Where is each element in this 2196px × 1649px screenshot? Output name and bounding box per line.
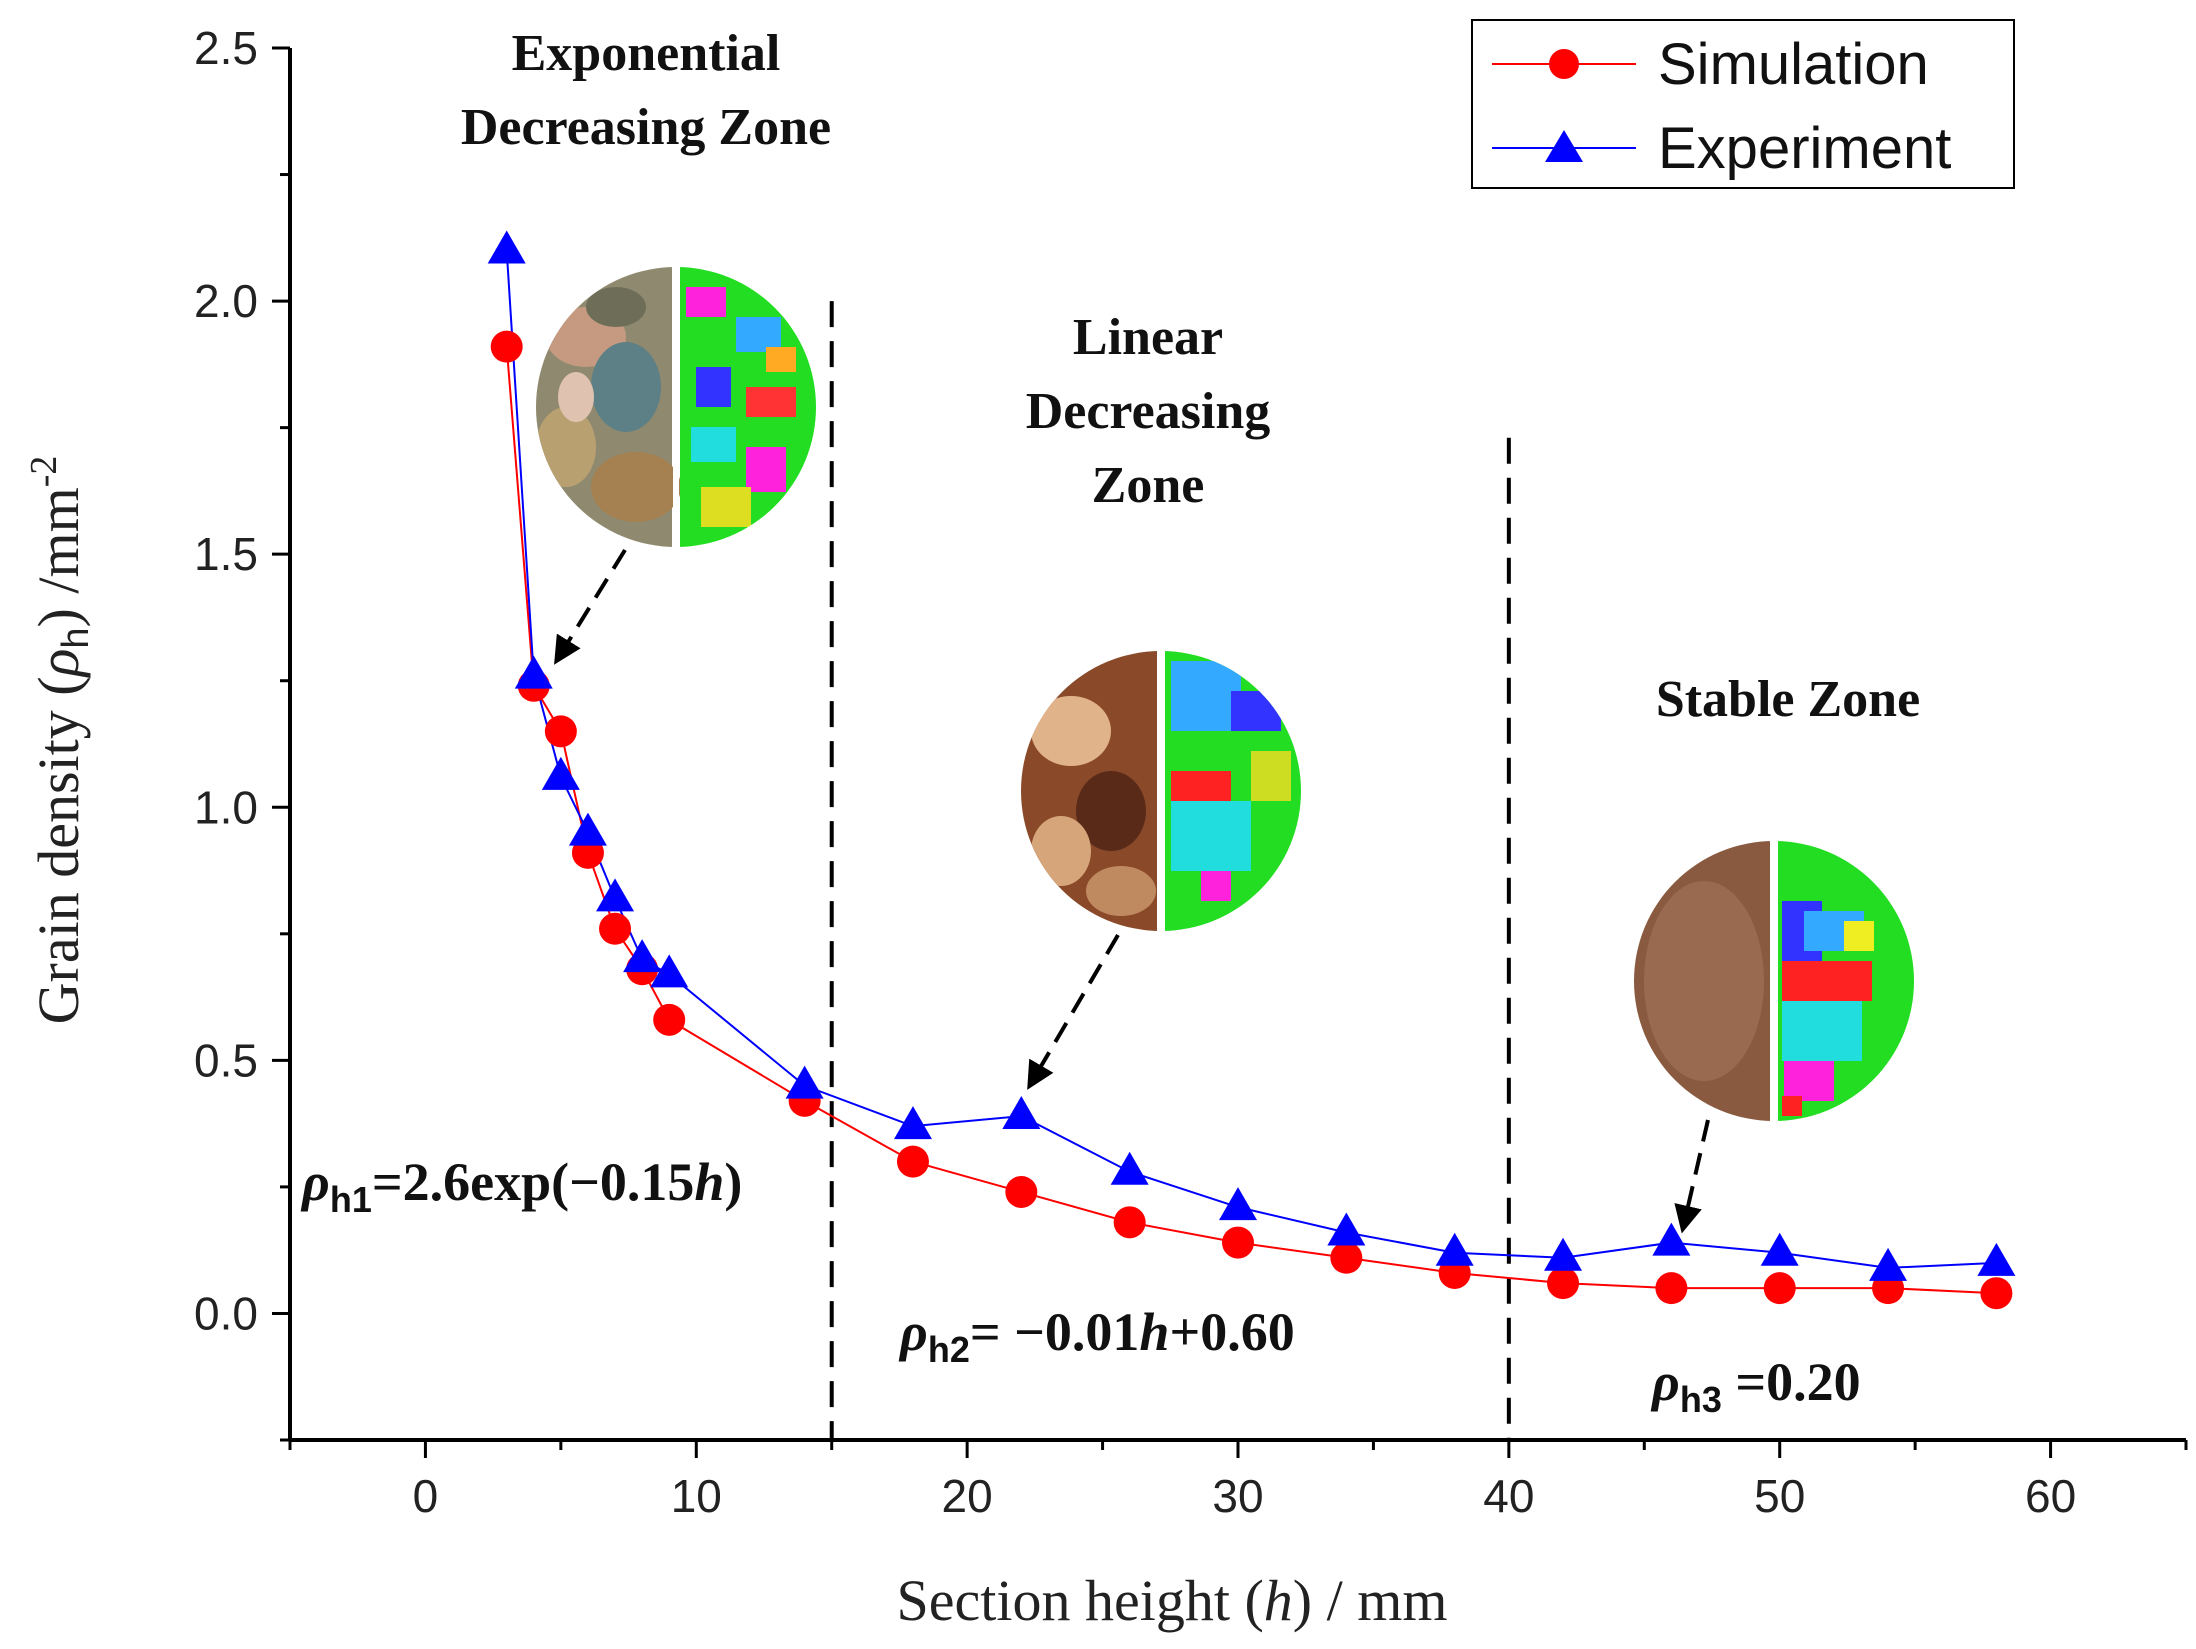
data-point-simulation [490,330,523,363]
zone1-label-line1: Exponential [512,25,781,82]
data-point-simulation [896,1145,929,1178]
y-title-sup: -2 [23,456,65,488]
data-point-simulation [1763,1272,1796,1305]
legend-marker-simulation [1549,49,1579,79]
x-tick-label: 60 [2025,1470,2076,1522]
x-tick-label: 20 [942,1470,993,1522]
data-point-experiment [1435,1232,1474,1266]
eq2-text: = −0.01 [970,1302,1140,1362]
x-axis-ticks: 0 10 20 30 40 50 60 [288,1440,2188,1522]
data-point-simulation [1005,1175,1038,1208]
y-tick-label: 0.0 [194,1287,258,1339]
zone2-label-line3: Zone [1092,457,1205,514]
x-title-var: h [1264,1568,1293,1633]
data-point-experiment [1760,1232,1799,1266]
y-title-pre: Grain density ( [26,676,91,1024]
data-point-experiment [514,655,553,689]
arrow-inset-2 [1027,933,1120,1090]
legend-marker-experiment [1545,130,1583,162]
data-point-experiment [541,756,580,790]
zone1-label-line2: Decreasing Zone [461,99,831,156]
eq3-sub: h3 [1680,1379,1722,1420]
arrow-inset-1 [554,548,627,665]
micrograph-inset-linear [1021,651,1301,931]
axes: 0.0 0.5 1.0 1.5 2.0 2.5 0 10 20 30 40 50 60 [194,22,2188,1522]
y-title-mid: ) /mm [26,487,91,627]
x-title-pre: Section height ( [897,1568,1264,1633]
y-axis-ticks: 0.0 0.5 1.0 1.5 2.0 2.5 [194,22,290,1442]
data-point-experiment [1544,1237,1583,1271]
eq3-symbol: ρ [1650,1352,1680,1412]
data-point-experiment [785,1065,824,1099]
equation-zone2: ρh2= −0.01h+0.60 [898,1302,1295,1370]
y-tick-label: 2.5 [194,22,258,74]
data-point-experiment [623,939,662,973]
micrograph-inset-stable [1634,841,1914,1121]
data-point-experiment [650,954,689,988]
data-point-experiment [1110,1151,1149,1185]
legend-label-experiment: Experiment [1658,116,1951,181]
legend-label-simulation: Simulation [1658,32,1929,97]
y-axis-title: Grain density (ρh) /mm-2 [23,456,97,1025]
eq1-tail: ) [724,1152,742,1212]
eq3-text: =0.20 [1722,1352,1861,1412]
data-point-experiment [1977,1242,2016,1276]
y-title-var: ρ [26,649,91,679]
data-point-experiment [1327,1212,1366,1246]
equation-zone3: ρh3 =0.20 [1650,1352,1861,1420]
data-point-experiment [487,230,526,264]
eq1-var: h [694,1152,724,1212]
x-tick-label: 40 [1483,1470,1534,1522]
data-point-simulation [653,1003,686,1036]
eq2-sub: h2 [928,1329,970,1370]
data-point-experiment [1652,1222,1691,1256]
data-point-simulation [599,912,632,945]
series-markers [487,230,2016,1310]
eq2-symbol: ρ [898,1302,928,1362]
data-point-simulation [1655,1272,1688,1305]
x-axis-title: Section height (h) / mm [897,1568,1448,1633]
data-point-simulation [1330,1241,1363,1274]
y-tick-label: 1.5 [194,528,258,580]
micrograph-inset-exponential [536,267,816,547]
data-point-simulation [1222,1226,1254,1259]
eq1-sub: h1 [330,1179,372,1220]
zone2-label-line2: Decreasing [1026,383,1271,440]
zone3-label: Stable Zone [1656,671,1920,728]
y-tick-label: 1.0 [194,781,258,833]
eq1-text: =2.6exp(−0.15 [372,1152,695,1212]
data-point-simulation [544,715,577,748]
y-tick-label: 0.5 [194,1034,258,1086]
data-point-experiment [893,1106,932,1140]
x-tick-label: 50 [1754,1470,1805,1522]
x-title-post: ) / mm [1293,1568,1448,1633]
data-point-simulation [1547,1267,1580,1300]
zone2-label-line1: Linear [1073,309,1223,366]
data-point-experiment [1002,1096,1041,1130]
data-point-experiment [568,812,607,846]
eq2-var: h [1139,1302,1169,1362]
eq2-tail: +0.60 [1169,1302,1294,1362]
x-tick-label: 0 [413,1470,439,1522]
data-point-simulation [1113,1206,1146,1239]
eq1-symbol: ρ [300,1152,330,1212]
data-point-experiment [596,878,635,912]
y-tick-label: 2.0 [194,275,258,327]
x-tick-label: 30 [1212,1470,1263,1522]
data-point-experiment [1869,1247,1908,1281]
y-title-sub: h [55,627,97,648]
x-tick-label: 10 [671,1470,722,1522]
data-point-experiment [1219,1187,1257,1221]
legend: Simulation Experiment [1471,19,2015,189]
data-point-simulation [1980,1277,2013,1310]
arrow-inset-3 [1674,1119,1710,1234]
equation-zone1: ρh1=2.6exp(−0.15h) [300,1152,742,1220]
zone-boundaries [829,301,1511,1440]
